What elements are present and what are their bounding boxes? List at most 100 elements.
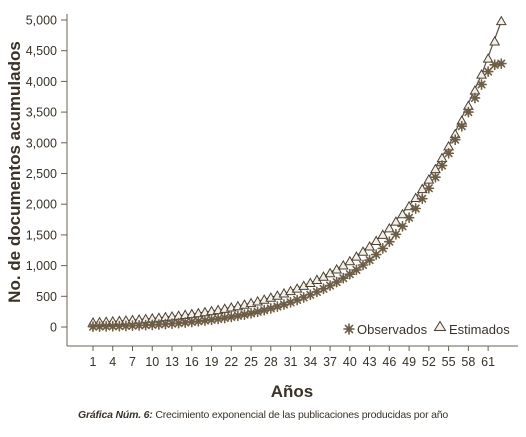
observados-point	[377, 243, 389, 254]
y-tick-label: 4,500	[26, 44, 57, 58]
x-axis-ticks: 1 4 7 10 13 16 19 22 25 28 31 34 37 40 43 46 49 52 55 58 61	[90, 346, 495, 369]
estimados-point	[489, 35, 501, 46]
observados-point	[370, 249, 382, 260]
series-estimados	[87, 15, 507, 327]
observados-point	[206, 314, 217, 326]
observados-point	[166, 318, 178, 330]
observados-point	[344, 268, 356, 280]
observados-point	[456, 120, 468, 132]
x-tick-label: 25	[244, 355, 258, 369]
observados-point	[357, 259, 369, 271]
observados-point	[219, 312, 231, 324]
legend-estimados-label: Estimados	[449, 322, 510, 337]
observados-point	[351, 264, 362, 276]
observados-point	[192, 315, 204, 327]
observados-point	[265, 303, 277, 314]
x-axis-label: Años	[271, 382, 314, 401]
y-tick-label: 2,500	[26, 167, 57, 181]
observados-point	[410, 203, 422, 214]
observados-point	[304, 289, 316, 301]
observados-point	[337, 272, 349, 284]
observados-point	[232, 310, 244, 322]
x-tick-label: 19	[205, 355, 219, 369]
x-tick-label: 52	[422, 355, 436, 369]
observados-point	[364, 254, 375, 266]
x-tick-label: 16	[185, 355, 199, 369]
observados-point	[239, 309, 250, 321]
estimados-point	[364, 240, 376, 251]
plot-frame	[66, 14, 518, 347]
y-tick-label: 1,500	[26, 228, 57, 242]
legend-observados-marker	[343, 323, 355, 335]
observados-point	[436, 160, 448, 171]
y-tick-label: 0	[50, 321, 57, 335]
observados-point	[212, 313, 224, 325]
estimados-point	[383, 222, 395, 233]
x-tick-label: 49	[402, 355, 416, 369]
observados-point	[107, 320, 119, 332]
y-tick-label: 3,000	[26, 136, 57, 150]
y-axis-ticks: 0 500 1,000 1,500 2,000 2,500 3,000 3,500 4,000 4…	[26, 14, 67, 335]
observados-point	[252, 306, 264, 318]
observados-point	[225, 311, 237, 323]
estimados-point	[357, 246, 369, 256]
observados-point	[403, 212, 415, 224]
observados-point	[390, 228, 402, 240]
y-tick-label: 3,500	[26, 106, 57, 120]
observados-point	[331, 276, 343, 288]
estimados-point	[377, 229, 389, 239]
y-tick-label: 4,000	[26, 75, 57, 89]
observados-point	[416, 193, 428, 205]
x-tick-label: 4	[109, 355, 116, 369]
legend-observados-label: Observados	[357, 322, 428, 337]
observados-point	[469, 92, 481, 104]
x-tick-label: 55	[442, 355, 456, 369]
estimados-point	[370, 235, 382, 245]
observados-point	[443, 147, 455, 159]
x-tick-label: 7	[129, 355, 136, 369]
legend-observados-asterisk	[343, 323, 355, 335]
observados-point	[258, 304, 270, 316]
observados-point	[495, 58, 507, 69]
y-tick-label: 500	[36, 290, 57, 304]
estimados-point	[350, 251, 362, 261]
y-tick-label: 5,000	[26, 14, 57, 28]
observados-point	[140, 319, 152, 331]
estimados-point	[390, 216, 402, 226]
legend: Observados Estimados	[343, 320, 510, 337]
x-tick-label: 43	[363, 355, 377, 369]
x-tick-label: 58	[461, 355, 475, 369]
observados-point	[482, 66, 494, 77]
observados-point	[397, 220, 408, 232]
observados-point	[449, 134, 461, 146]
observados-point	[245, 307, 257, 319]
observados-point	[430, 171, 441, 183]
observados-point	[179, 317, 191, 328]
x-tick-label: 61	[481, 355, 495, 369]
x-tick-label: 22	[224, 355, 238, 369]
observados-point	[186, 316, 198, 328]
y-tick-label: 1,000	[26, 259, 57, 273]
observados-point	[476, 79, 487, 90]
legend-estimados-marker	[433, 320, 447, 331]
x-tick-label: 1	[90, 355, 97, 369]
x-tick-label: 37	[323, 355, 337, 369]
x-tick-label: 46	[382, 355, 396, 369]
estimados-point	[423, 174, 435, 184]
observados-point	[146, 319, 158, 331]
y-tick-label: 2,000	[26, 198, 57, 212]
estimados-point	[397, 208, 408, 219]
observados-point	[271, 301, 283, 312]
x-tick-label: 34	[303, 355, 317, 369]
caption-label: Gráfica Núm. 6:	[78, 409, 153, 421]
x-tick-label: 10	[145, 355, 159, 369]
x-tick-label: 31	[284, 355, 298, 369]
estimados-point	[495, 15, 507, 26]
observados-point	[489, 59, 501, 71]
caption-text: Crecimiento exponencial de las publicaci…	[152, 409, 448, 421]
estimados-point	[476, 69, 487, 79]
observados-point	[462, 106, 474, 118]
x-tick-label: 28	[264, 355, 278, 369]
estimados-point	[482, 53, 494, 63]
